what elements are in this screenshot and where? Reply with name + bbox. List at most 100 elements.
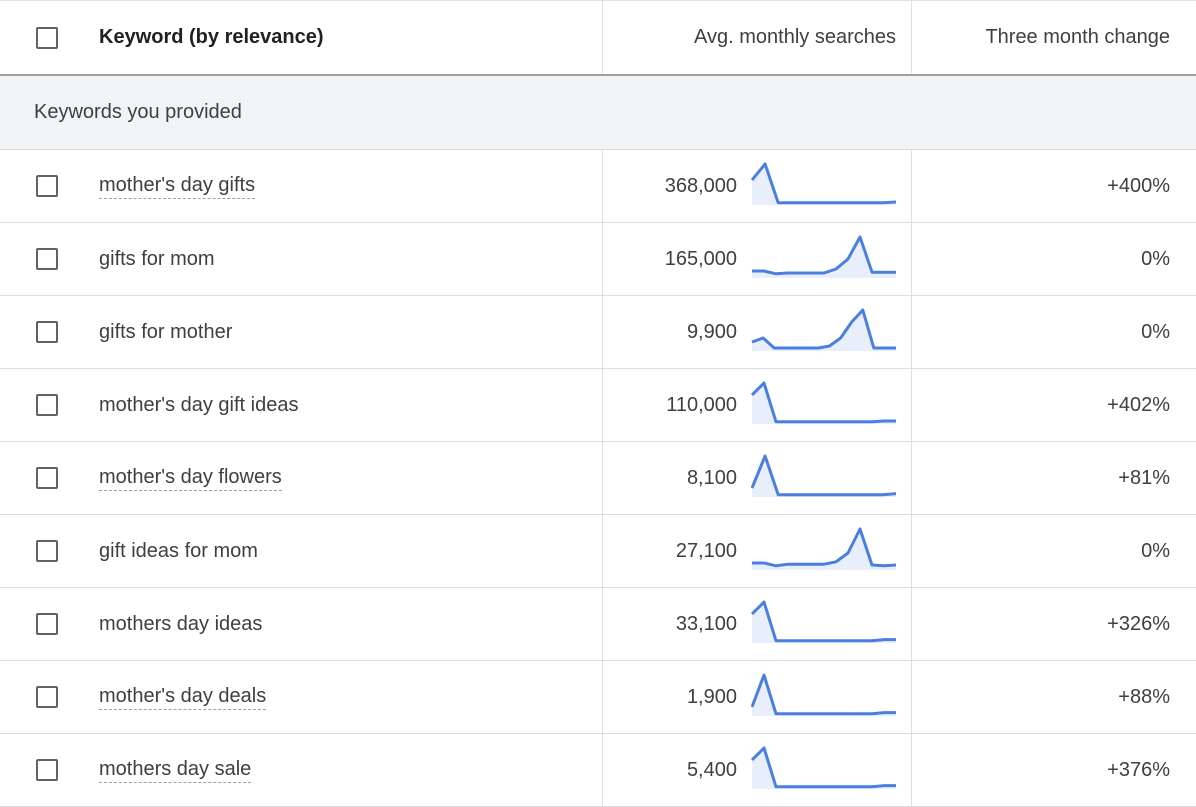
table-row: gifts for mom 165,000 0% [0, 223, 1196, 296]
avg-searches-cell: 8,100 [602, 442, 911, 514]
avg-searches-column-header[interactable]: Avg. monthly searches [602, 1, 911, 74]
row-checkbox-cell [0, 150, 97, 222]
row-checkbox[interactable] [36, 540, 58, 562]
table-row: mother's day gifts 368,000 +400% [0, 150, 1196, 223]
row-checkbox[interactable] [36, 759, 58, 781]
three-month-change-cell: +81% [911, 442, 1196, 514]
sparkline-line [752, 235, 896, 276]
sparkline-area [752, 310, 896, 351]
row-checkbox[interactable] [36, 394, 58, 416]
three-month-change-cell: +88% [911, 661, 1196, 733]
avg-searches-cell: 368,000 [602, 150, 911, 222]
sparkline-line [751, 454, 897, 497]
row-checkbox-cell [0, 369, 97, 441]
avg-searches-value: 8,100 [686, 466, 737, 489]
sparkline-area [752, 748, 896, 789]
avg-searches-value: 9,900 [686, 320, 737, 343]
avg-searches-value: 5,400 [686, 758, 737, 781]
keyword-cell: mother's day flowers [97, 442, 602, 514]
table-row: gifts for mother 9,900 0% [0, 296, 1196, 369]
keyword-column-header[interactable]: Keyword (by relevance) [97, 1, 602, 74]
keyword-column-label: Keyword (by relevance) [99, 26, 324, 48]
keyword-text[interactable]: mother's day deals [99, 685, 267, 710]
avg-searches-value: 368,000 [664, 174, 737, 197]
row-checkbox[interactable] [36, 467, 58, 489]
three-month-change-value: +402% [1107, 393, 1170, 416]
sparkline-line [751, 600, 896, 643]
trend-sparkline[interactable] [751, 598, 897, 650]
three-month-change-cell: +400% [911, 150, 1196, 222]
keyword-cell: mothers day ideas [97, 588, 602, 660]
group-label: Keywords you provided [34, 101, 242, 123]
trend-sparkline[interactable] [751, 452, 897, 504]
table-row: mother's day deals 1,900 +88% [0, 661, 1196, 734]
table-row: gift ideas for mom 27,100 0% [0, 515, 1196, 588]
keyword-cell: mother's day gifts [97, 150, 602, 222]
select-all-checkbox[interactable] [36, 26, 58, 49]
sparkline-area [752, 529, 896, 570]
three-month-change-cell: +402% [911, 369, 1196, 441]
avg-searches-value: 33,100 [675, 612, 737, 635]
trend-sparkline[interactable] [751, 744, 897, 796]
sparkline-line [751, 673, 896, 716]
trend-sparkline[interactable] [751, 306, 897, 358]
sparkline-area [752, 383, 896, 424]
keyword-cell: gifts for mom [97, 223, 602, 295]
table-row: mother's day gift ideas 110,000 +402% [0, 369, 1196, 442]
row-checkbox[interactable] [36, 686, 58, 708]
keyword-cell: mothers day sale [97, 734, 602, 806]
three-month-change-cell: +376% [911, 734, 1196, 806]
three-month-change-cell: 0% [911, 515, 1196, 587]
three-month-change-value: +326% [1107, 612, 1170, 635]
keyword-text[interactable]: mother's day gifts [99, 174, 256, 199]
table-row: mothers day sale 5,400 +376% [0, 734, 1196, 807]
avg-searches-cell: 165,000 [602, 223, 911, 295]
trend-sparkline[interactable] [751, 379, 897, 431]
row-checkbox[interactable] [36, 248, 58, 270]
avg-searches-cell: 1,900 [602, 661, 911, 733]
sparkline-line [751, 308, 896, 350]
avg-searches-cell: 33,100 [602, 588, 911, 660]
avg-searches-cell: 9,900 [602, 296, 911, 368]
row-checkbox-cell [0, 442, 97, 514]
trend-sparkline[interactable] [751, 233, 897, 285]
three-month-change-value: +376% [1107, 758, 1170, 781]
three-month-change-value: +88% [1118, 685, 1170, 708]
sparkline-area [752, 675, 896, 716]
keyword-cell: gifts for mother [97, 296, 602, 368]
sparkline-line [751, 162, 897, 205]
row-checkbox-cell [0, 223, 97, 295]
sparkline-line [751, 381, 896, 424]
avg-searches-cell: 27,100 [602, 515, 911, 587]
group-header-row: Keywords you provided [0, 76, 1196, 150]
trend-sparkline[interactable] [751, 160, 897, 212]
avg-searches-cell: 110,000 [602, 369, 911, 441]
three-month-change-column-header[interactable]: Three month change [911, 1, 1196, 74]
keyword-text: gifts for mom [99, 247, 215, 270]
trend-sparkline[interactable] [751, 525, 897, 577]
row-checkbox-cell [0, 734, 97, 806]
row-checkbox-cell [0, 296, 97, 368]
three-month-change-value: 0% [1141, 320, 1170, 343]
three-month-change-value: +81% [1118, 466, 1170, 489]
keyword-text: gifts for mother [99, 320, 233, 343]
sparkline-area [752, 237, 896, 278]
row-checkbox[interactable] [36, 613, 58, 635]
row-checkbox[interactable] [36, 175, 58, 197]
three-month-change-value: 0% [1141, 247, 1170, 270]
sparkline-line [752, 527, 897, 568]
row-checkbox-cell [0, 515, 97, 587]
row-checkbox[interactable] [36, 321, 58, 343]
trend-sparkline[interactable] [751, 671, 897, 723]
avg-searches-value: 27,100 [675, 539, 737, 562]
sparkline-line [751, 746, 896, 789]
row-checkbox-cell [0, 661, 97, 733]
row-checkbox-cell [0, 588, 97, 660]
avg-searches-column-label: Avg. monthly searches [694, 26, 896, 48]
three-month-change-cell: 0% [911, 296, 1196, 368]
keyword-text[interactable]: mothers day sale [99, 758, 252, 783]
table-row: mother's day flowers 8,100 +81% [0, 442, 1196, 515]
keyword-text: mothers day ideas [99, 612, 263, 635]
keyword-text[interactable]: mother's day flowers [99, 466, 282, 491]
